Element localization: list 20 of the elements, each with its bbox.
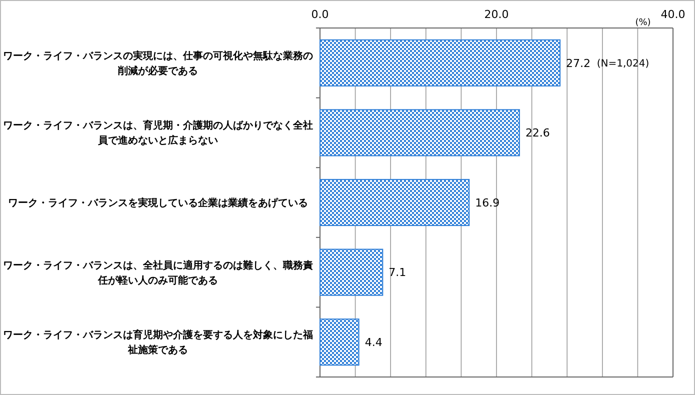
x-tick-label: 40.0: [660, 8, 686, 21]
x-tick-label: 20.0: [484, 8, 509, 21]
y-tick-label: ワーク・ライフ・バランスの実現には、仕事の可視化や無駄な業務の削減が必要である: [3, 50, 313, 77]
bar: [320, 248, 384, 296]
annotation: (N=1,024): [596, 58, 650, 70]
data-label: 7.1: [388, 266, 406, 280]
y-tick-label: ワーク・ライフ・バランスを実現している企業は業績をあげている: [8, 197, 308, 209]
y-tick-label: ワーク・ライフ・バランスは、育児期・介護期の人ばかりでなく全社員で進めないと広まらない: [3, 120, 313, 147]
bar: [320, 109, 520, 156]
data-label: 27.2: [566, 56, 591, 70]
bar: [320, 178, 470, 226]
y-tick-label: ワーク・ライフ・バランスは、全社員に適用するのは難しく、職務責任が軽い人のみ可能である: [3, 259, 313, 286]
data-label: 4.4: [364, 336, 382, 349]
bar: [320, 318, 360, 366]
data-label: 22.6: [525, 126, 550, 140]
x-axis-title: (%): [635, 18, 651, 28]
x-tick-label: 0.0: [311, 8, 329, 21]
data-label: 16.9: [475, 196, 500, 210]
bar: [320, 39, 561, 86]
y-tick-label: ワーク・ライフ・バランスは育児期や介護を要する人を対象にした福祉施策である: [3, 329, 313, 356]
